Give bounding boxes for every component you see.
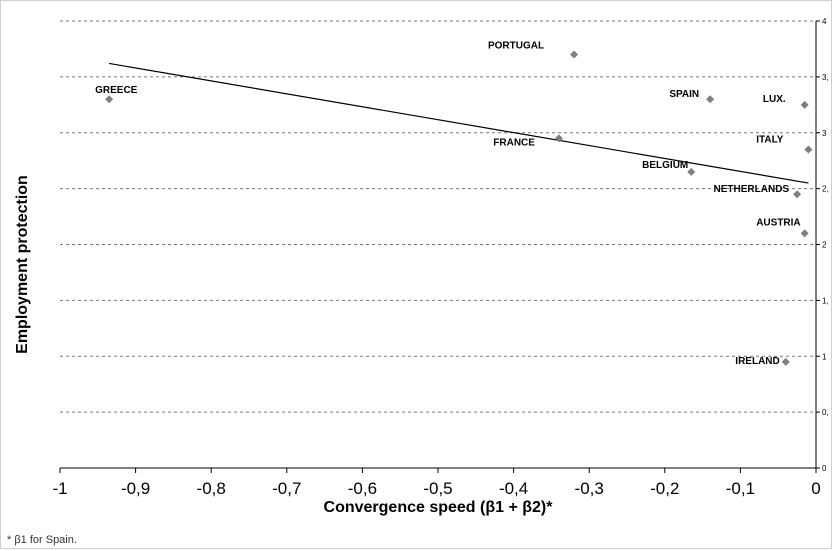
data-label: GREECE bbox=[95, 85, 138, 96]
data-point bbox=[554, 134, 563, 143]
x-tick-label: 0 bbox=[811, 479, 820, 498]
x-tick-label: -0,2 bbox=[650, 479, 679, 498]
y-tick-label: 2 bbox=[822, 241, 827, 250]
x-tick-label: -0,3 bbox=[575, 479, 604, 498]
x-tick-label: -0,4 bbox=[499, 479, 528, 498]
x-tick-label: -0,5 bbox=[423, 479, 452, 498]
y-tick-label: 1, bbox=[822, 296, 829, 305]
data-point bbox=[804, 145, 813, 154]
data-point bbox=[687, 167, 696, 176]
data-label: AUSTRIA bbox=[756, 217, 800, 228]
data-point bbox=[706, 95, 715, 104]
data-label: NETHERLANDS bbox=[714, 184, 790, 195]
x-tick-label: -0,8 bbox=[197, 479, 226, 498]
data-label: FRANCE bbox=[493, 137, 535, 148]
data-label: SPAIN bbox=[669, 89, 699, 100]
x-tick-label: -1 bbox=[52, 479, 67, 498]
x-axis-title: Convergence speed (β1 + β2)* bbox=[324, 499, 554, 516]
x-tick-label: -0,9 bbox=[121, 479, 150, 498]
y-tick-label: 2, bbox=[822, 185, 829, 194]
y-tick-label: 0, bbox=[822, 408, 829, 417]
data-label: LUX. bbox=[763, 94, 786, 105]
data-label: ITALY bbox=[756, 135, 784, 146]
x-tick-label: -0,1 bbox=[726, 479, 755, 498]
footnote: * β1 for Spain. bbox=[7, 534, 77, 546]
data-label: PORTUGAL bbox=[488, 41, 544, 52]
data-point bbox=[793, 190, 802, 199]
data-point bbox=[800, 229, 809, 238]
data-label: BELGIUM bbox=[642, 160, 688, 171]
x-tick-label: -0,6 bbox=[348, 479, 377, 498]
y-tick-label: 3 bbox=[822, 129, 827, 138]
y-tick-label: 3, bbox=[822, 73, 829, 82]
data-point bbox=[800, 100, 809, 109]
y-axis-title: Employment protection bbox=[14, 175, 31, 354]
data-point bbox=[105, 95, 114, 104]
data-point bbox=[781, 357, 790, 366]
data-point bbox=[570, 50, 579, 59]
y-tick-label: 1 bbox=[822, 352, 827, 361]
y-tick-label: 4 bbox=[822, 17, 827, 26]
x-tick-label: -0,7 bbox=[272, 479, 301, 498]
trend-line bbox=[109, 62, 809, 184]
y-tick-label: 0 bbox=[822, 464, 827, 473]
data-label: IRELAND bbox=[735, 356, 779, 367]
